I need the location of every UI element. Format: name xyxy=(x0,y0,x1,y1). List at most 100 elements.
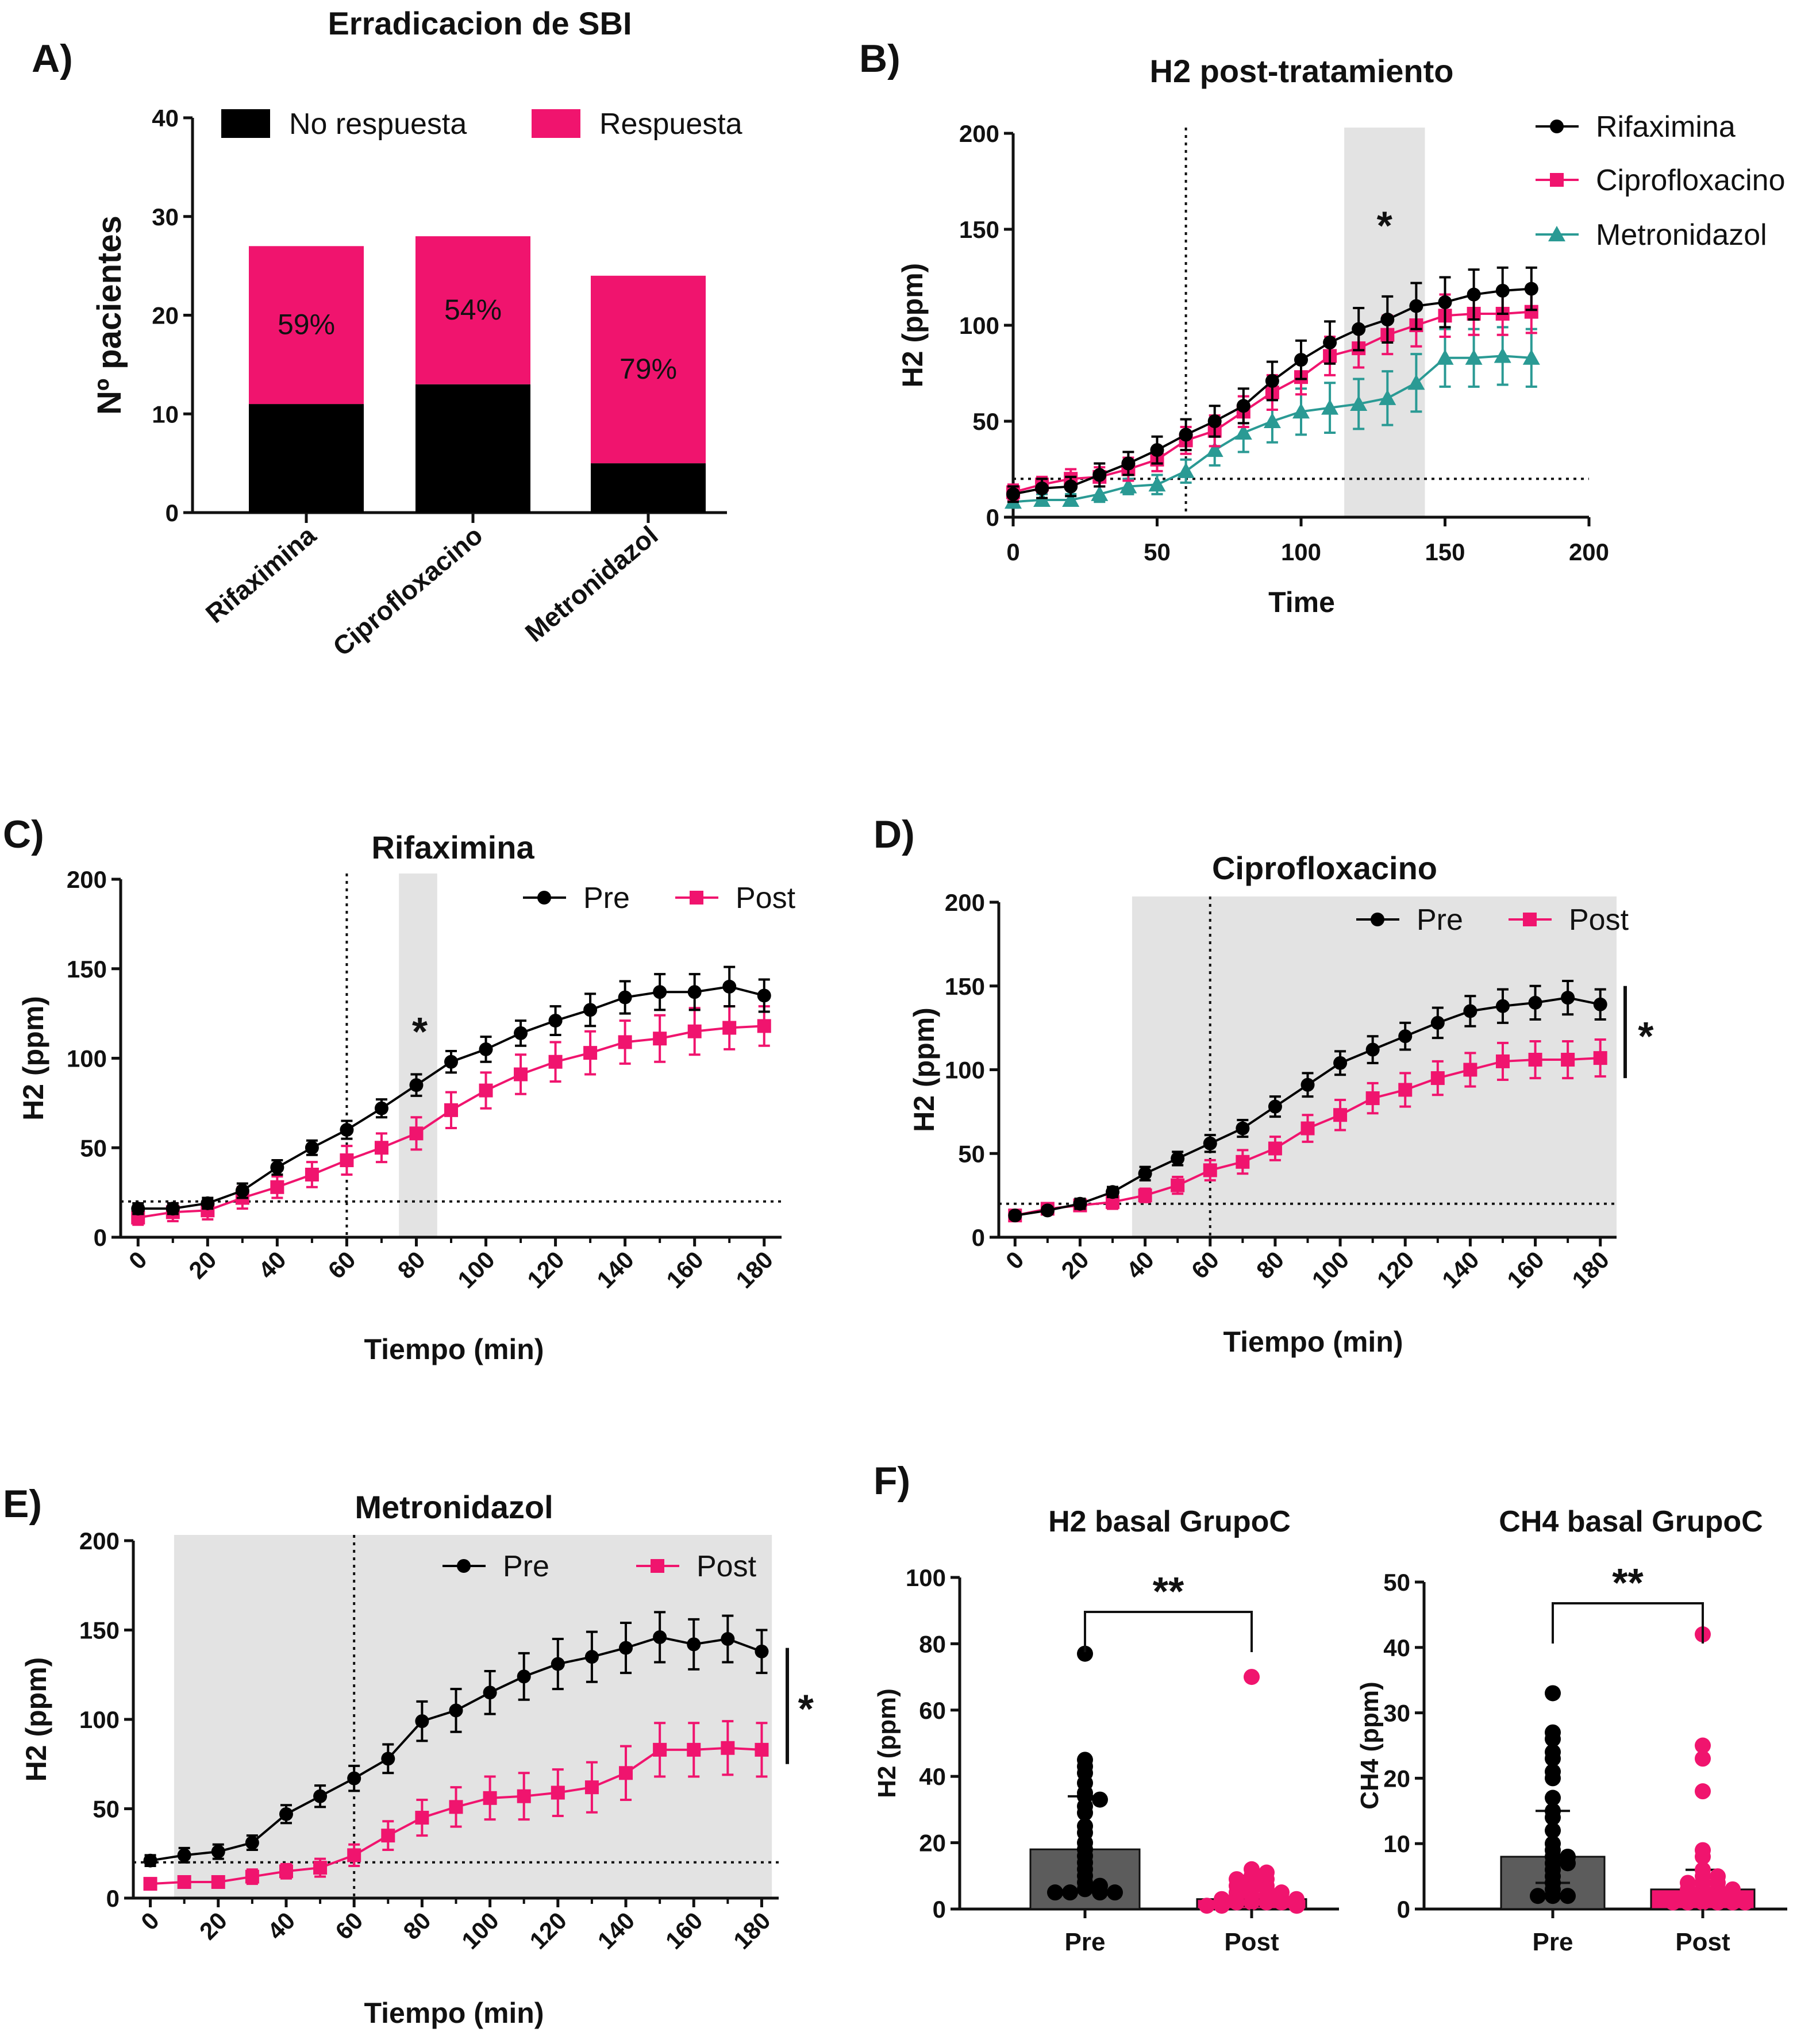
data-point xyxy=(1199,1898,1215,1914)
data-point xyxy=(757,1019,771,1033)
data-point xyxy=(1203,1136,1217,1150)
data-point xyxy=(1528,995,1542,1010)
data-point xyxy=(347,1848,361,1862)
legend-marker xyxy=(1550,120,1564,133)
data-point xyxy=(1695,1737,1711,1754)
data-point xyxy=(211,1875,225,1889)
data-point xyxy=(722,1021,737,1035)
series-pre xyxy=(143,1611,769,1868)
data-point xyxy=(381,1752,395,1766)
data-point xyxy=(1214,1898,1230,1914)
x-tick-label: Ciprofloxacino xyxy=(327,520,488,662)
data-point xyxy=(1268,1141,1282,1156)
data-point xyxy=(201,1196,215,1210)
data-point xyxy=(1040,1203,1055,1218)
data-point xyxy=(1006,487,1020,501)
y-tick-label: 0 xyxy=(106,1885,120,1912)
data-point xyxy=(131,1202,145,1216)
data-point xyxy=(1092,1884,1108,1901)
x-tick-label: 80 xyxy=(1251,1246,1289,1284)
data-point xyxy=(1467,287,1481,302)
panel-label: F) xyxy=(874,1459,910,1503)
legend-marker xyxy=(1548,226,1565,241)
data-point xyxy=(1545,1789,1561,1806)
data-point xyxy=(279,1807,293,1821)
data-point xyxy=(1171,1178,1185,1192)
data-point xyxy=(449,1703,463,1718)
data-point xyxy=(1695,1783,1711,1800)
x-axis-label: Tiempo (min) xyxy=(1223,1326,1403,1358)
y-tick-label: 80 xyxy=(919,1630,946,1657)
y-axis-label: H2 (ppm) xyxy=(908,1007,940,1132)
data-point xyxy=(1077,1804,1093,1821)
x-tick-label: Pre xyxy=(1065,1928,1106,1956)
data-point xyxy=(1561,991,1575,1005)
chart-title: Ciprofloxacino xyxy=(1212,850,1437,886)
data-point xyxy=(1463,1063,1477,1077)
data-point xyxy=(584,1780,599,1795)
data-point xyxy=(618,990,632,1005)
data-point xyxy=(583,1046,598,1060)
data-point xyxy=(1593,997,1607,1011)
y-axis-label: Nº pacientes xyxy=(91,215,128,415)
data-point xyxy=(444,1055,458,1069)
y-tick-label: 0 xyxy=(166,499,179,526)
data-point xyxy=(1695,1848,1711,1865)
data-point xyxy=(374,1101,388,1115)
chart-title: Erradicacion de SBI xyxy=(328,5,632,41)
bar-percent-label: 54% xyxy=(444,294,502,326)
data-point xyxy=(1545,1822,1561,1839)
data-point xyxy=(1495,283,1510,298)
x-tick-label: 20 xyxy=(1056,1246,1094,1284)
y-tick-label: 150 xyxy=(67,956,107,983)
data-point xyxy=(1236,1154,1250,1169)
data-point xyxy=(313,1861,328,1875)
data-point xyxy=(177,1848,191,1862)
data-point xyxy=(1062,1884,1078,1901)
data-point xyxy=(1148,476,1166,492)
x-tick-label: 0 xyxy=(1001,1246,1029,1275)
data-point xyxy=(653,1032,667,1046)
data-point xyxy=(1062,491,1080,507)
data-point xyxy=(1300,1077,1315,1092)
legend-label: Ciprofloxacino xyxy=(1596,164,1786,197)
y-tick-label: 10 xyxy=(152,401,179,428)
data-point xyxy=(1265,374,1279,388)
data-point xyxy=(245,1869,259,1884)
legend-marker xyxy=(457,1559,471,1573)
data-point xyxy=(1409,299,1423,313)
data-point xyxy=(1528,1053,1542,1067)
legend-label: Pre xyxy=(583,882,630,915)
series-pre xyxy=(1008,980,1607,1223)
data-point xyxy=(619,1766,633,1780)
data-point xyxy=(1530,1888,1546,1904)
data-point xyxy=(1064,479,1078,494)
data-point xyxy=(374,1141,388,1155)
x-tick-label: 160 xyxy=(1502,1246,1549,1294)
data-point xyxy=(1273,1894,1290,1911)
data-point xyxy=(305,1167,319,1182)
data-point xyxy=(1463,1004,1477,1018)
bar-respuesta xyxy=(249,246,364,405)
data-point xyxy=(1695,1894,1711,1911)
x-tick-label: 60 xyxy=(1186,1246,1224,1284)
significance-bracket xyxy=(1084,1611,1253,1652)
legend-swatch xyxy=(221,109,270,138)
data-point xyxy=(415,1811,429,1825)
data-point xyxy=(618,1035,632,1049)
data-point xyxy=(548,1014,563,1028)
chart-title: H2 basal GrupoC xyxy=(1048,1505,1291,1538)
data-point xyxy=(1300,1121,1315,1136)
data-point xyxy=(1171,1151,1185,1165)
data-point xyxy=(1177,462,1195,478)
y-tick-label: 50 xyxy=(972,408,999,435)
y-tick-label: 200 xyxy=(959,120,999,147)
data-point xyxy=(1244,1669,1260,1685)
data-point xyxy=(1138,1188,1152,1203)
data-point xyxy=(381,1829,395,1843)
data-point xyxy=(1665,1894,1681,1911)
data-point xyxy=(143,1877,157,1891)
data-point xyxy=(1092,1791,1108,1808)
panel-label: D) xyxy=(874,813,915,856)
